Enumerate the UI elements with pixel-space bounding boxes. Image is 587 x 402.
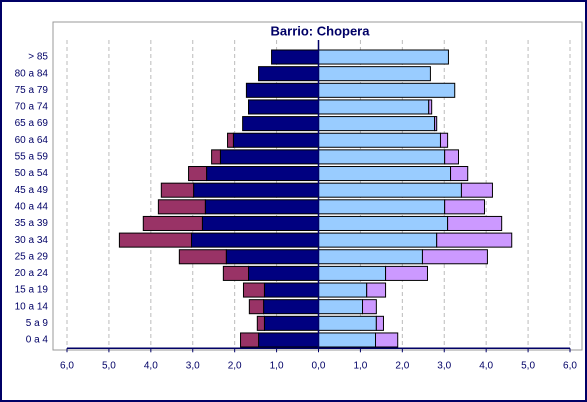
bar [211,149,221,165]
bar [263,315,319,331]
bar [157,199,206,215]
x-tick-label: 3,0 [437,361,451,372]
bar [219,149,319,165]
bar [188,166,208,182]
bar [247,99,319,115]
y-tick-label: 30 a 34 [15,235,49,246]
bar [318,332,377,348]
bar [232,132,319,148]
x-tick-label: 6,0 [60,361,74,372]
bar [318,116,436,132]
y-tick-label: 10 a 14 [15,301,49,312]
x-tick-label: 6,0 [563,361,577,372]
bar [225,249,320,265]
bar [227,132,234,148]
bar [444,149,460,165]
bar [318,299,364,315]
bar [318,49,449,65]
bar [256,315,265,331]
bar [318,99,430,115]
bar [160,182,195,198]
bar [258,332,320,348]
bar [248,299,265,315]
bar [178,249,227,265]
x-tick-label: 5,0 [102,361,116,372]
x-tick-label: 2,0 [228,361,242,372]
bar [318,149,446,165]
bar [271,49,320,65]
y-tick-label: 35 a 39 [15,218,49,229]
bar [436,232,513,248]
bar [318,82,456,98]
bar [318,199,446,215]
bar [318,166,452,182]
y-tick-label: 75 a 79 [15,85,49,96]
bar [240,332,260,348]
x-tick-label: 1,0 [270,361,284,372]
bar [439,132,449,148]
x-tick-label: 1,0 [353,361,367,372]
bar [385,265,428,281]
bar [362,299,377,315]
bar [263,282,319,298]
bar [460,182,493,198]
y-tick-label: 5 a 9 [26,318,49,329]
bar [447,215,503,231]
bar [258,66,320,82]
bar [222,265,249,281]
bar [242,116,319,132]
bar [318,66,431,82]
bar [263,299,320,315]
y-tick-label: 55 a 59 [15,152,49,163]
bar [444,199,485,215]
y-tick-label: 45 a 49 [15,185,49,196]
x-tick-label: 2,0 [395,361,409,372]
x-tick-label: 0,0 [312,361,326,372]
y-tick-label: 50 a 54 [15,168,49,179]
bar [318,215,449,231]
x-tick-label: 4,0 [144,361,158,372]
bar [366,282,387,298]
bar [318,265,387,281]
y-tick-label: > 85 [28,52,48,63]
bar [318,182,462,198]
bar [142,215,203,231]
bar [450,166,469,182]
bar [421,249,488,265]
bar [375,332,399,348]
y-tick-label: 15 a 19 [15,285,49,296]
bar [242,282,265,298]
y-tick-label: 25 a 29 [15,251,49,262]
bar [193,182,319,198]
bar [428,99,433,115]
y-tick-label: 0 a 4 [26,335,49,346]
bar [245,82,319,98]
bar [434,116,438,132]
y-tick-label: 20 a 24 [15,268,49,279]
bar [375,315,384,331]
y-tick-label: 80 a 84 [15,68,49,79]
bar [318,132,441,148]
x-tick-label: 4,0 [479,361,493,372]
chart-title: Barrio: Chopera [271,23,371,38]
bar [118,232,192,248]
bar [201,215,320,231]
bar [318,232,438,248]
x-tick-label: 5,0 [521,361,535,372]
y-tick-label: 65 a 69 [15,118,49,129]
bar [206,166,320,182]
y-tick-label: 60 a 64 [15,135,49,146]
x-tick-label: 3,0 [186,361,200,372]
bar [190,232,319,248]
bar [318,315,377,331]
bar [247,265,319,281]
y-tick-label: 40 a 44 [15,201,49,212]
bar [318,282,368,298]
bar [204,199,319,215]
bar [318,249,423,265]
y-tick-label: 70 a 74 [15,102,49,113]
